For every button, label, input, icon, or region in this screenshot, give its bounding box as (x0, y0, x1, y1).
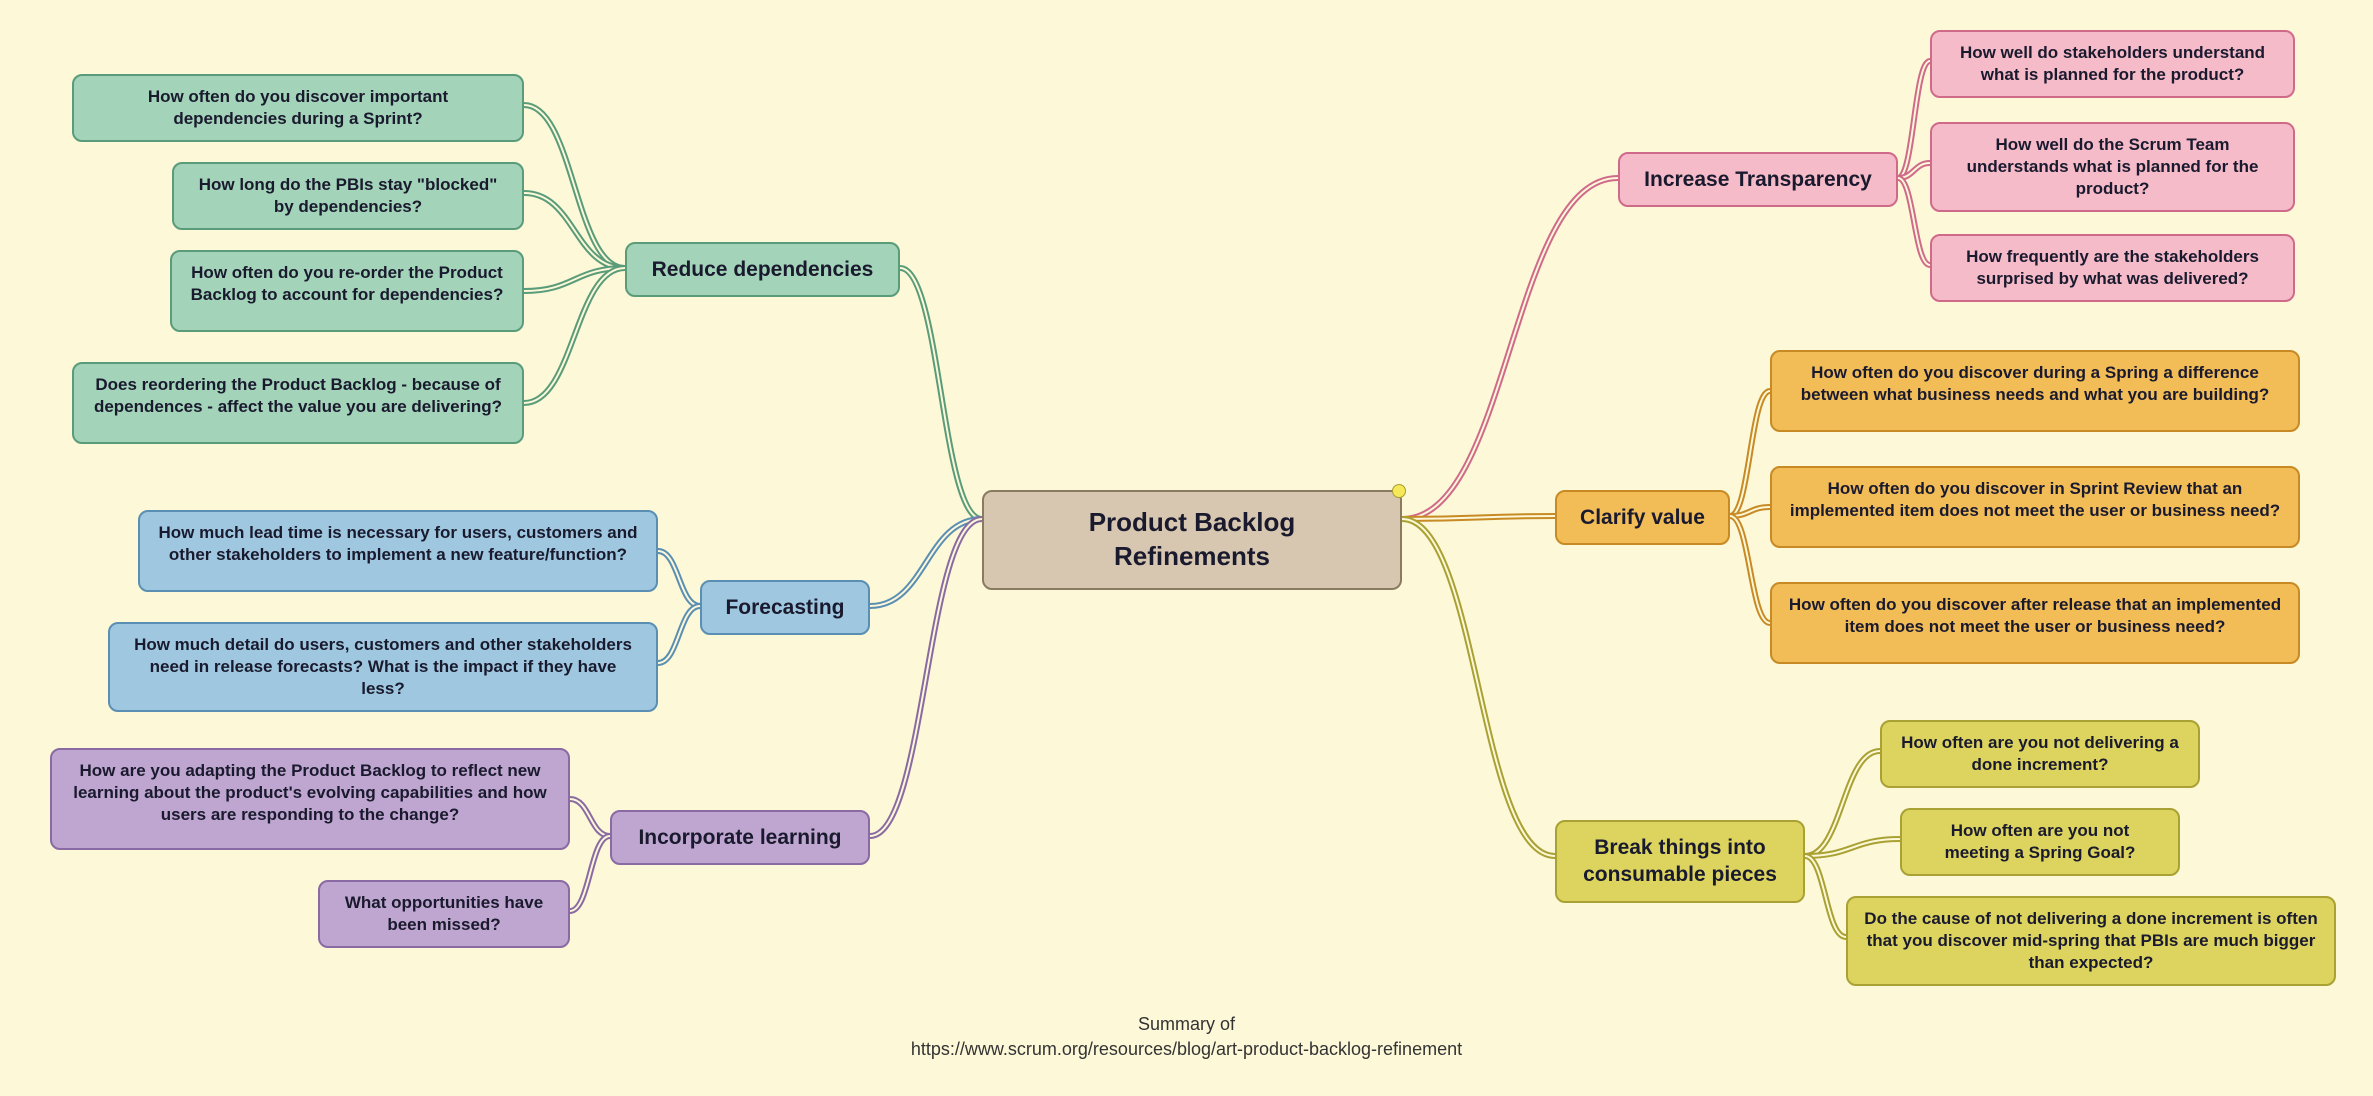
footer-line1: Summary of (1138, 1014, 1235, 1034)
center-note-icon (1392, 484, 1406, 498)
leaf-learn-0: How are you adapting the Product Backlog… (50, 748, 570, 850)
leaf-clarify-0: How often do you discover during a Sprin… (1770, 350, 2300, 432)
cat-reduce: Reduce dependencies (625, 242, 900, 297)
leaf-reduce-2: How often do you re-order the Product Ba… (170, 250, 524, 332)
leaf-transparency-1: How well do the Scrum Team understands w… (1930, 122, 2295, 212)
cat-transparency: Increase Transparency (1618, 152, 1898, 207)
leaf-transparency-0: How well do stakeholders understand what… (1930, 30, 2295, 98)
leaf-forecast-0: How much lead time is necessary for user… (138, 510, 658, 592)
cat-forecast: Forecasting (700, 580, 870, 635)
leaf-learn-1: What opportunities have been missed? (318, 880, 570, 948)
leaf-reduce-0: How often do you discover important depe… (72, 74, 524, 142)
footer: Summary of https://www.scrum.org/resourc… (0, 1012, 2373, 1062)
cat-break: Break things into consumable pieces (1555, 820, 1805, 903)
leaf-reduce-3: Does reordering the Product Backlog - be… (72, 362, 524, 444)
leaf-transparency-2: How frequently are the stakeholders surp… (1930, 234, 2295, 302)
leaf-break-2: Do the cause of not delivering a done in… (1846, 896, 2336, 986)
cat-learn: Incorporate learning (610, 810, 870, 865)
footer-line2: https://www.scrum.org/resources/blog/art… (911, 1039, 1462, 1059)
center-node: Product Backlog Refinements (982, 490, 1402, 590)
leaf-forecast-1: How much detail do users, customers and … (108, 622, 658, 712)
leaf-break-1: How often are you not meeting a Spring G… (1900, 808, 2180, 876)
leaf-reduce-1: How long do the PBIs stay "blocked" by d… (172, 162, 524, 230)
leaf-clarify-2: How often do you discover after release … (1770, 582, 2300, 664)
leaf-clarify-1: How often do you discover in Sprint Revi… (1770, 466, 2300, 548)
leaf-break-0: How often are you not delivering a done … (1880, 720, 2200, 788)
cat-clarify: Clarify value (1555, 490, 1730, 545)
